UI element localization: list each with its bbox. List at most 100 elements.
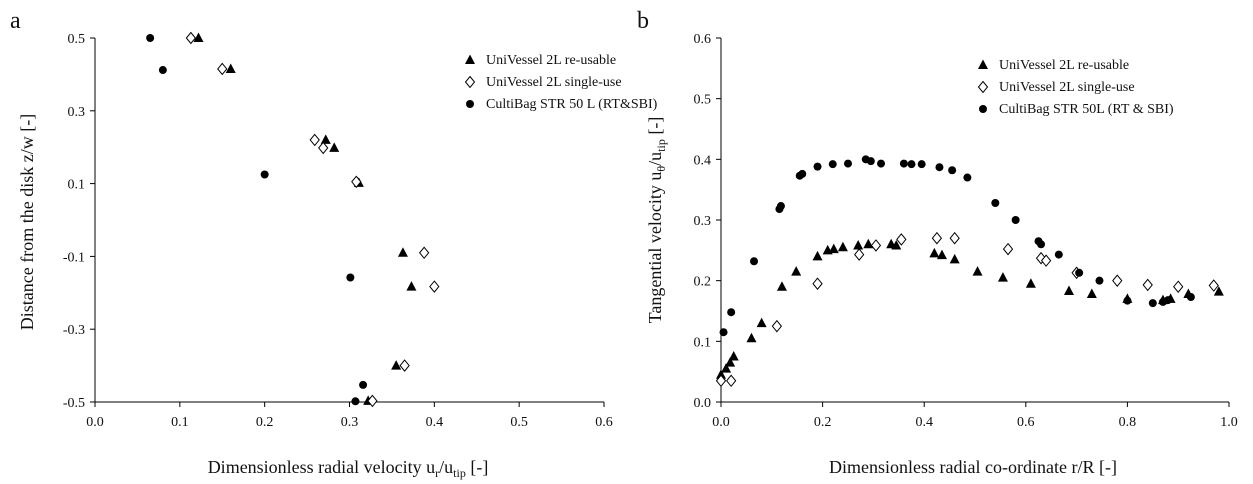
circle-data-point <box>963 173 972 182</box>
legend-entry-label: CultiBag STR 50 L (RT&SBI) <box>486 97 658 112</box>
circle-data-point <box>146 34 155 42</box>
circle-data-point <box>359 380 368 389</box>
circle-data-point <box>907 160 916 169</box>
panel-b-points <box>715 155 1224 388</box>
legend-diamond-marker <box>464 75 476 89</box>
diamond-data-point <box>318 141 329 155</box>
diamond-data-point <box>351 175 362 189</box>
x-tick-label: 0.4 <box>426 415 444 430</box>
triangle-data-point <box>929 247 940 258</box>
circle-data-point <box>1123 296 1132 305</box>
y-tick-label: 0.3 <box>694 214 712 229</box>
y-tick-label: 0.3 <box>68 105 86 120</box>
diamond-data-point <box>185 31 197 45</box>
x-tick-label: 0.2 <box>814 415 832 430</box>
panel-a-legend: UniVessel 2L re-usable UniVessel 2L singl… <box>464 53 658 112</box>
panel-b-y-axis-title: Tangential velocity uθ/utip [-] <box>645 117 668 324</box>
triangle-data-point <box>997 272 1008 282</box>
circle-data-point <box>844 159 852 168</box>
diamond-data-point <box>1173 280 1184 294</box>
triangle-data-point <box>716 369 726 379</box>
x-tick-label: 0.1 <box>171 415 189 430</box>
triangle-data-point <box>406 281 417 291</box>
panel-a-y-axis-title: Distance from the disk z/w [-] <box>17 114 37 330</box>
panel-b-label: b <box>637 8 649 34</box>
panel-b: b 0.0 0.2 0.4 0.6 0.8 1.0 0.00.10.20.30.40.50… <box>637 8 1238 477</box>
circle-data-point <box>866 157 875 166</box>
x-tick-label: 0.0 <box>86 415 104 430</box>
x-tick-label: 0.6 <box>1017 415 1035 430</box>
circle-data-point <box>935 163 944 172</box>
circle-data-point <box>158 66 167 75</box>
diamond-data-point <box>1002 242 1014 256</box>
diamond-data-point <box>1208 279 1219 292</box>
circle-data-point <box>1095 276 1104 285</box>
triangle-data-point <box>776 281 787 291</box>
panel-a-label: a <box>10 8 21 34</box>
panel-b-x-axis-title: Dimensionless radial co-ordinate r/R [-] <box>829 457 1117 477</box>
circle-data-point <box>798 169 807 178</box>
diamond-data-point <box>715 374 727 388</box>
legend-entry-label: UniVessel 2L re-usable <box>486 53 616 68</box>
x-tick-label: 0.2 <box>256 415 274 430</box>
diamond-data-point <box>429 280 440 293</box>
x-tick-label: 0.6 <box>595 415 613 430</box>
circle-data-point <box>1054 250 1063 259</box>
x-tick-label: 0.4 <box>915 415 933 430</box>
y-tick-label: 0.0 <box>694 396 712 411</box>
circle-data-point <box>1075 268 1084 277</box>
panel-b-x-ticks: 0.0 0.2 0.4 0.6 0.8 1.0 <box>712 402 1238 430</box>
triangle-data-point <box>837 241 848 252</box>
triangle-data-point <box>1213 286 1224 296</box>
circle-data-point <box>877 159 886 168</box>
triangle-data-point <box>756 317 767 328</box>
triangle-data-point <box>721 363 732 373</box>
x-tick-label: 1.0 <box>1220 415 1238 430</box>
triangle-data-point <box>812 250 823 261</box>
triangle-data-point <box>725 357 736 367</box>
circle-data-point <box>828 160 837 169</box>
diamond-data-point <box>399 359 410 372</box>
x-tick-label: 0.8 <box>1119 415 1137 430</box>
circle-data-point <box>1037 240 1046 249</box>
diamond-data-point <box>1040 254 1052 267</box>
diamond-data-point <box>367 394 378 408</box>
x-tick-label: 0.3 <box>341 415 359 430</box>
circle-data-point <box>776 202 785 211</box>
triangle-data-point <box>853 239 864 250</box>
legend-entry-label: UniVessel 2L re-usable <box>999 58 1129 73</box>
triangle-data-point <box>397 247 408 257</box>
legend-entry-label: UniVessel 2L single-use <box>999 80 1135 95</box>
legend-entry-label: CultiBag STR 50L (RT & SBI) <box>999 102 1174 117</box>
circle-data-point <box>948 166 957 175</box>
legend-diamond-marker <box>977 80 989 94</box>
diamond-data-point <box>949 231 960 245</box>
y-tick-label: -0.5 <box>63 396 85 411</box>
diamond-data-point <box>854 248 865 261</box>
circle-data-point <box>991 199 1000 208</box>
y-tick-label: 0.2 <box>694 275 712 290</box>
triangle-data-point <box>193 32 204 42</box>
circle-data-point <box>899 159 908 168</box>
y-tick-label: 0.4 <box>694 153 712 168</box>
diamond-data-point <box>896 233 907 246</box>
diamond-data-point <box>812 277 823 290</box>
triangle-data-point <box>949 253 960 264</box>
triangle-data-point <box>828 243 839 254</box>
panel-a-y-ticks: -0.5 -0.3 -0.1 0.1 0.3 0.5 <box>63 32 95 411</box>
diamond-data-point <box>931 231 943 245</box>
circle-data-point <box>1186 293 1195 302</box>
panel-a-x-axis-title: Dimensionless radial velocity ur/utip [-… <box>208 457 489 480</box>
y-tick-label: 0.5 <box>694 93 712 108</box>
panel-b-legend: UniVessel 2L re-usable UniVessel 2L singl… <box>977 58 1174 117</box>
diamond-data-point <box>419 246 430 260</box>
legend-triangle-marker <box>978 59 988 69</box>
triangle-data-point <box>891 239 902 250</box>
circle-data-point <box>719 328 728 337</box>
circle-data-point <box>1011 216 1020 224</box>
circle-data-point <box>917 160 926 169</box>
diamond-data-point <box>726 374 737 388</box>
y-tick-label: 0.1 <box>694 335 712 350</box>
diamond-data-point <box>309 133 320 147</box>
